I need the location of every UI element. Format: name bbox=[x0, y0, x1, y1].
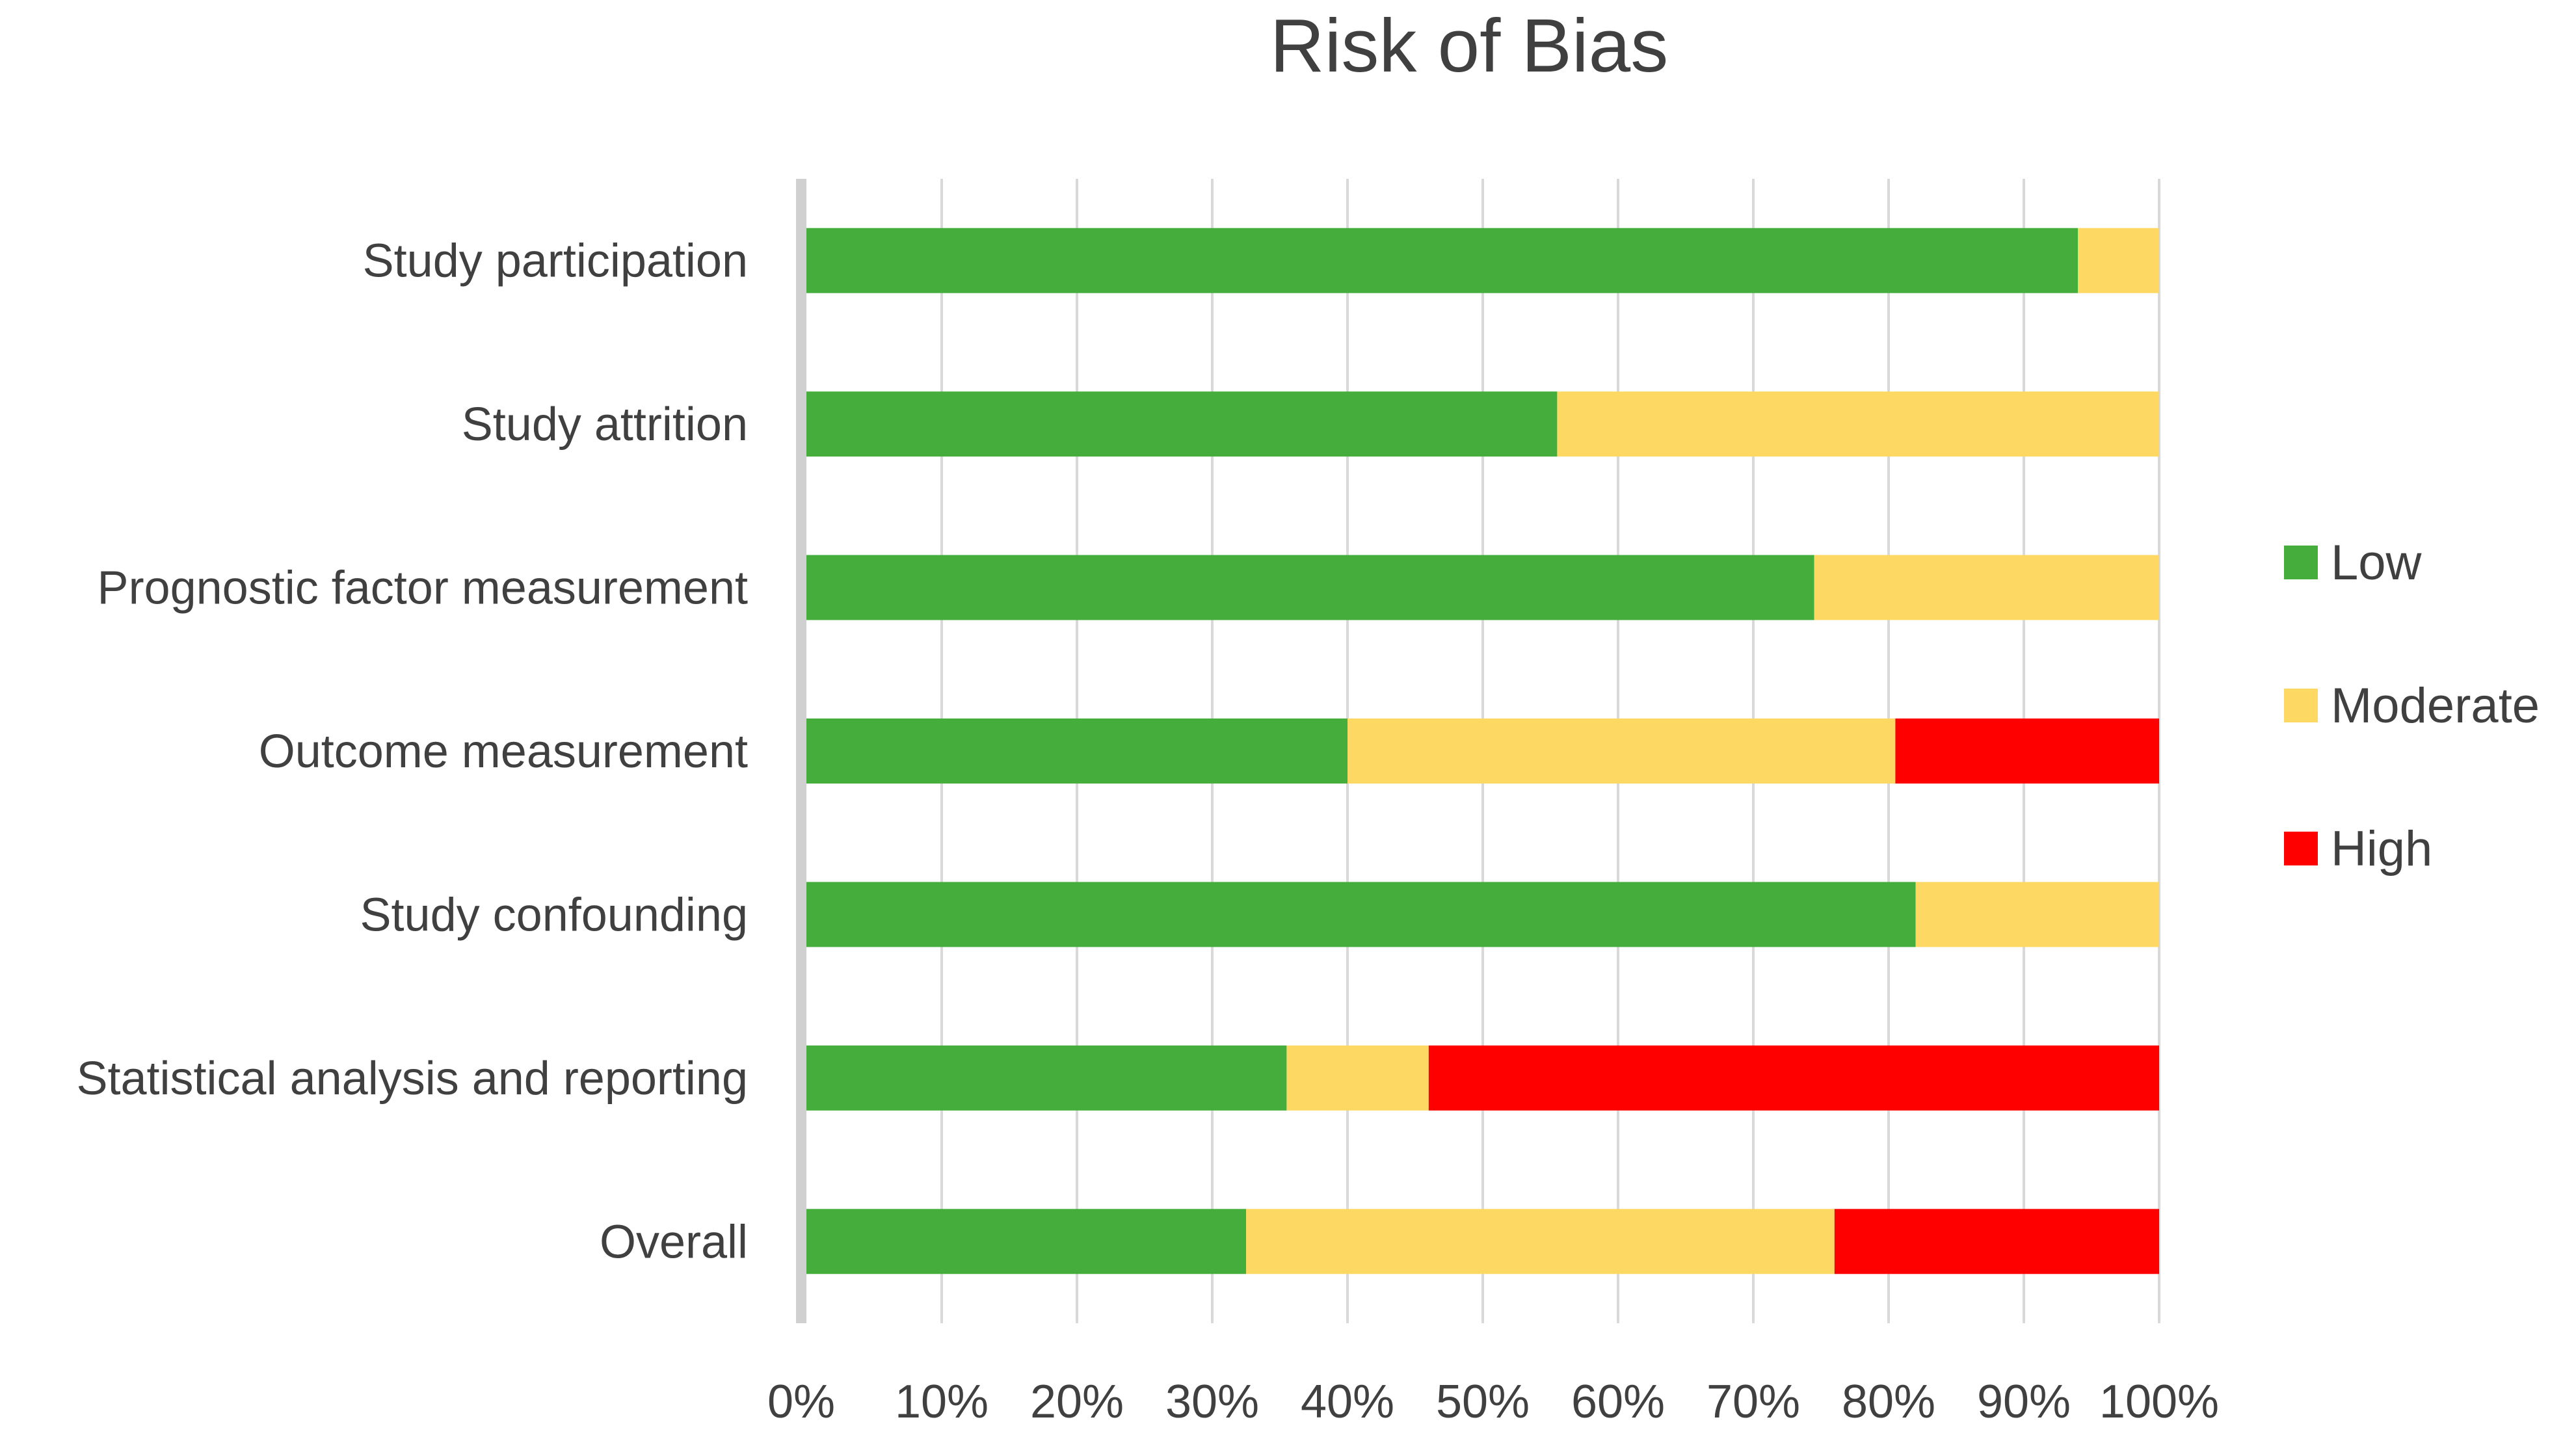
legend-swatch-moderate bbox=[2284, 689, 2318, 722]
bar-low-study-confounding bbox=[806, 882, 1916, 947]
bar-moderate-study-attrition bbox=[1557, 391, 2159, 457]
category-label: Outcome measurement bbox=[259, 726, 748, 778]
legend-swatch-low bbox=[2284, 546, 2318, 579]
bar-low-study-attrition bbox=[806, 391, 1558, 457]
x-tick-label: 40% bbox=[1301, 1376, 1394, 1428]
chart-title: Risk of Bias bbox=[1270, 3, 1668, 88]
bar-moderate-study-confounding bbox=[1915, 882, 2159, 947]
legend-swatch-high bbox=[2284, 832, 2318, 865]
bar-moderate-overall bbox=[1246, 1209, 1835, 1274]
category-label: Prognostic factor measurement bbox=[98, 562, 748, 614]
bar-moderate-study-participation bbox=[2078, 228, 2159, 293]
category-label: Study participation bbox=[363, 235, 748, 287]
legend-label-moderate: Moderate bbox=[2331, 678, 2540, 733]
category-label: Study attrition bbox=[462, 399, 748, 451]
x-tick-label: 90% bbox=[1977, 1376, 2071, 1428]
legend-label-high: High bbox=[2331, 821, 2432, 877]
x-tick-label: 30% bbox=[1165, 1376, 1259, 1428]
x-tick-label: 10% bbox=[895, 1376, 989, 1428]
bar-low-prognostic-factor-measurement bbox=[806, 555, 1814, 620]
category-labels: Study participation Study attrition Progno… bbox=[76, 235, 748, 1269]
legend: Low Moderate High bbox=[2284, 535, 2540, 877]
bar-low-study-participation bbox=[806, 228, 2078, 293]
x-tick-label: 0% bbox=[767, 1376, 835, 1428]
x-tick-label: 50% bbox=[1436, 1376, 1530, 1428]
bar-low-overall bbox=[806, 1209, 1246, 1274]
x-tick-label: 70% bbox=[1706, 1376, 1800, 1428]
x-tick-label: 80% bbox=[1842, 1376, 1935, 1428]
category-label: Statistical analysis and reporting bbox=[76, 1053, 748, 1105]
x-tick-label: 100% bbox=[2099, 1376, 2219, 1428]
bar-moderate-outcome-measurement bbox=[1348, 718, 1896, 784]
category-label: Overall bbox=[600, 1216, 748, 1268]
bar-moderate-prognostic-factor-measurement bbox=[1814, 555, 2159, 620]
bar-high-overall bbox=[1834, 1209, 2159, 1274]
x-tick-label: 20% bbox=[1030, 1376, 1124, 1428]
bar-low-outcome-measurement bbox=[806, 718, 1348, 784]
x-tick-label: 60% bbox=[1571, 1376, 1665, 1428]
bar-high-statistical-analysis-and-reporting bbox=[1428, 1045, 2159, 1111]
category-label: Study confounding bbox=[360, 889, 748, 941]
x-tick-labels: 0% 10% 20% 30% 40% 50% 60% 70% 80% 90% 100% bbox=[767, 1376, 2219, 1428]
bar-low-statistical-analysis-and-reporting bbox=[806, 1045, 1287, 1111]
bar-high-outcome-measurement bbox=[1895, 718, 2159, 784]
bars bbox=[806, 228, 2159, 1274]
bar-moderate-statistical-analysis-and-reporting bbox=[1286, 1045, 1429, 1111]
legend-label-low: Low bbox=[2331, 535, 2423, 590]
